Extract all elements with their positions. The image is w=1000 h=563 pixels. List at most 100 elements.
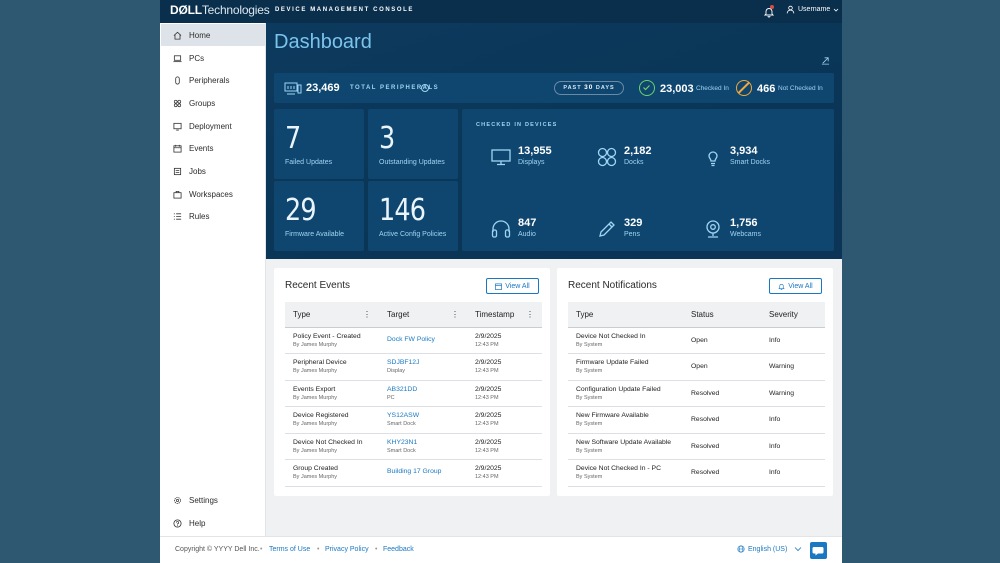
column-header-type[interactable]: Type bbox=[568, 302, 683, 328]
footer-separator: • bbox=[260, 546, 263, 553]
event-author: By James Murphy bbox=[293, 447, 338, 454]
device-count: 13,955 bbox=[518, 145, 552, 157]
event-target-cell[interactable]: AB321DD PC bbox=[379, 380, 467, 407]
lightbulb-icon bbox=[708, 151, 718, 167]
event-target-cell[interactable]: KHY23N1 Smart Dock bbox=[379, 433, 467, 460]
event-target-link[interactable]: AB321DD bbox=[387, 385, 418, 393]
notification-severity: Info bbox=[761, 327, 825, 354]
table-row[interactable]: Policy Event - Created By James Murphy Do… bbox=[285, 327, 542, 354]
table-row[interactable]: Device Not Checked In - PC By System Reso… bbox=[568, 459, 825, 487]
webcam-icon bbox=[706, 220, 720, 238]
sidebar-item-settings[interactable]: Settings bbox=[161, 489, 265, 511]
stat-active-config-policies[interactable]: 146 Active Config Policies bbox=[368, 181, 458, 251]
device-docks[interactable]: 2,182 Docks bbox=[596, 142, 706, 172]
event-target-cell[interactable]: Dock FW Policy bbox=[379, 327, 467, 354]
kebab-icon[interactable]: ⋮ bbox=[363, 310, 371, 319]
notification-type: Device Not Checked In - PC bbox=[576, 465, 661, 473]
device-pens[interactable]: 329 Pens bbox=[596, 214, 706, 244]
column-header-timestamp[interactable]: Timestamp ⋮ bbox=[467, 302, 542, 328]
peripherals-icon bbox=[284, 82, 302, 95]
event-type-cell: Peripheral Device By James Murphy bbox=[285, 353, 379, 381]
device-webcams[interactable]: 1,756 Webcams bbox=[702, 214, 812, 244]
notification-status: Open bbox=[683, 327, 761, 354]
sidebar-item-label: Peripherals bbox=[189, 75, 230, 85]
events-view-all-button[interactable]: View All bbox=[486, 278, 539, 294]
sidebar-item-label: Events bbox=[189, 143, 214, 153]
table-row[interactable]: Device Not Checked In By System Open Info bbox=[568, 327, 825, 354]
column-header-status[interactable]: Status bbox=[683, 302, 761, 328]
terms-link[interactable]: Terms of Use bbox=[269, 546, 311, 553]
event-target-link[interactable]: Building 17 Group bbox=[387, 468, 442, 476]
notification-type-cell: Device Not Checked In - PC By System bbox=[568, 459, 683, 487]
event-target-kind: PC bbox=[387, 394, 395, 401]
stat-label: Failed Updates bbox=[285, 159, 333, 166]
table-row[interactable]: Peripheral Device By James Murphy SDJBF12… bbox=[285, 353, 542, 381]
privacy-link[interactable]: Privacy Policy bbox=[325, 546, 369, 553]
user-menu[interactable]: Username bbox=[786, 5, 839, 14]
device-smart-docks[interactable]: 3,934 Smart Docks bbox=[702, 142, 812, 172]
table-row[interactable]: Device Not Checked In By James Murphy KHY… bbox=[285, 433, 542, 460]
notifications-view-all-button[interactable]: View All bbox=[769, 278, 822, 294]
event-target-cell[interactable]: Building 17 Group bbox=[379, 459, 467, 487]
notification-status: Resolved bbox=[683, 433, 761, 460]
event-timestamp-cell: 2/9/2025 12:43 PM bbox=[467, 327, 542, 354]
event-target-link[interactable]: SDJBF12J bbox=[387, 359, 420, 367]
sidebar-item-jobs[interactable]: Jobs bbox=[161, 160, 265, 182]
column-header-type[interactable]: Type ⋮ bbox=[285, 302, 379, 328]
table-row[interactable]: Firmware Update Failed By System Open War… bbox=[568, 353, 825, 381]
period-selector[interactable]: PAST 30 DAYS bbox=[554, 81, 624, 95]
table-row[interactable]: Device Registered By James Murphy YS12ASW… bbox=[285, 406, 542, 434]
stat-failed-updates[interactable]: 7 Failed Updates bbox=[274, 109, 364, 179]
recent-notifications-title: Recent Notifications bbox=[568, 280, 657, 291]
column-header-target[interactable]: Target ⋮ bbox=[379, 302, 467, 328]
stat-outstanding-updates[interactable]: 3 Outstanding Updates bbox=[368, 109, 458, 179]
bell-icon[interactable] bbox=[763, 5, 775, 18]
table-row[interactable]: Events Export By James Murphy AB321DD PC 2… bbox=[285, 380, 542, 407]
notification-severity: Warning bbox=[761, 353, 825, 381]
event-target-cell[interactable]: SDJBF12J Display bbox=[379, 353, 467, 381]
sidebar-item-pcs[interactable]: PCs bbox=[161, 47, 265, 69]
info-icon[interactable]: i bbox=[421, 84, 429, 92]
table-row[interactable]: New Software Update Available By System R… bbox=[568, 433, 825, 460]
sidebar-item-label: Settings bbox=[189, 495, 218, 505]
event-type-cell: Device Not Checked In By James Murphy bbox=[285, 433, 379, 460]
table-row[interactable]: Configuration Update Failed By System Res… bbox=[568, 380, 825, 407]
device-label: Smart Docks bbox=[730, 159, 771, 166]
event-target-cell[interactable]: YS12ASW Smart Dock bbox=[379, 406, 467, 434]
event-target-link[interactable]: KHY23N1 bbox=[387, 438, 418, 446]
device-audio[interactable]: 847 Audio bbox=[490, 214, 600, 244]
sidebar-item-rules[interactable]: Rules bbox=[161, 205, 265, 227]
kebab-icon[interactable]: ⋮ bbox=[451, 310, 459, 319]
kebab-icon[interactable]: ⋮ bbox=[526, 310, 534, 319]
notification-author: By System bbox=[576, 474, 603, 481]
dashboard-hero: Dashboard 23,469 TOTAL PERIPHERALS i PAS… bbox=[266, 23, 842, 259]
language-selector[interactable]: English (US) bbox=[737, 545, 802, 553]
column-header-severity[interactable]: Severity bbox=[761, 302, 825, 328]
event-time: 12:43 PM bbox=[475, 394, 499, 401]
sidebar-item-deployment[interactable]: Deployment bbox=[161, 115, 265, 137]
gear-icon bbox=[174, 496, 181, 504]
username: Username bbox=[798, 6, 831, 13]
sidebar-item-groups[interactable]: Groups bbox=[161, 92, 265, 114]
pen-icon bbox=[599, 221, 615, 237]
notification-severity: Warning bbox=[761, 380, 825, 407]
expand-icon[interactable] bbox=[821, 56, 830, 65]
table-row[interactable]: New Firmware Available By System Resolved… bbox=[568, 406, 825, 434]
event-target-link[interactable]: YS12ASW bbox=[387, 412, 420, 420]
sidebar-item-workspaces[interactable]: Workspaces bbox=[161, 183, 265, 205]
event-target-kind: Smart Dock bbox=[387, 447, 416, 454]
sidebar-item-events[interactable]: Events bbox=[161, 137, 265, 159]
dell-logo[interactable]: DØLLTechnologies bbox=[170, 3, 270, 17]
sidebar-item-home[interactable]: Home bbox=[161, 24, 265, 46]
table-row[interactable]: Group Created By James Murphy Building 17… bbox=[285, 459, 542, 487]
chat-assistant-button[interactable] bbox=[810, 542, 827, 559]
sidebar-item-help[interactable]: Help bbox=[161, 512, 265, 534]
sidebar-item-peripherals[interactable]: Peripherals bbox=[161, 69, 265, 91]
feedback-link[interactable]: Feedback bbox=[383, 546, 414, 553]
device-count: 1,756 bbox=[730, 217, 758, 229]
stat-firmware-available[interactable]: 29 Firmware Available bbox=[274, 181, 364, 251]
event-type: Policy Event - Created bbox=[293, 332, 361, 340]
stat-value: 3 bbox=[379, 121, 395, 156]
device-displays[interactable]: 13,955 Displays bbox=[490, 142, 600, 172]
event-target-link[interactable]: Dock FW Policy bbox=[387, 335, 435, 343]
